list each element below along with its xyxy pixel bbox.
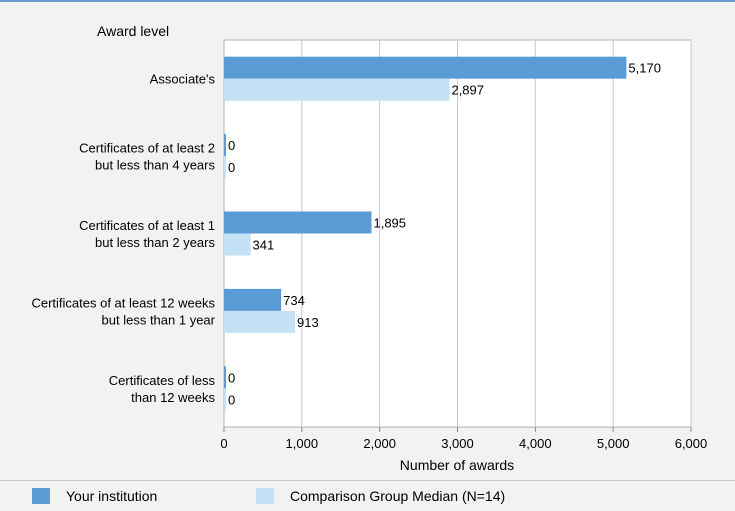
- legend-label-your-institution: Your institution: [66, 488, 158, 504]
- category-label: Certificates of at least 1 but less than …: [79, 218, 215, 250]
- bar: [224, 233, 251, 256]
- data-label: 0: [228, 160, 235, 175]
- top-rule: [0, 0, 735, 2]
- x-tick-label: 4,000: [519, 436, 552, 451]
- category-label-line: but less than 2 years: [95, 235, 215, 250]
- bar: [224, 388, 226, 411]
- legend-swatch-comparison-group: [256, 488, 274, 504]
- category-label: Certificates of at least 2 but less than …: [79, 141, 215, 173]
- category-label-line: but less than 1 year: [102, 312, 216, 327]
- data-label: 913: [297, 315, 319, 330]
- x-tick-label: 5,000: [597, 436, 630, 451]
- category-label-line: but less than 4 years: [95, 158, 215, 173]
- category-label: Certificates of less than 12 weeks: [109, 373, 216, 405]
- legend-swatch-your-institution: [32, 488, 50, 504]
- category-label: Associate's: [150, 72, 216, 87]
- x-axis-title: Number of awards: [400, 457, 514, 473]
- x-tick-label: 3,000: [441, 436, 474, 451]
- x-tick-label: 6,000: [675, 436, 708, 451]
- bar: [224, 310, 296, 333]
- bar: [224, 366, 226, 389]
- data-label: 1,895: [373, 216, 406, 231]
- x-tick-label: 2,000: [363, 436, 396, 451]
- data-label: 734: [283, 293, 305, 308]
- bar: [224, 134, 226, 157]
- legend-item-comparison-group: Comparison Group Median (N=14): [256, 487, 505, 505]
- category-label-line: Certificates of at least 1: [79, 218, 215, 233]
- category-label-line: than 12 weeks: [131, 390, 215, 405]
- data-label: 341: [253, 238, 275, 253]
- legend-label-comparison-group: Comparison Group Median (N=14): [290, 488, 506, 504]
- x-tick-label: 0: [220, 436, 227, 451]
- bar: [224, 56, 627, 79]
- category-label-line: Certificates of at least 12 weeks: [31, 295, 215, 310]
- data-label: 0: [228, 138, 235, 153]
- legend-item-your-institution: Your institution: [32, 487, 157, 505]
- data-label: 0: [228, 392, 235, 407]
- bar: [224, 288, 282, 311]
- x-tick-label: 1,000: [286, 436, 319, 451]
- bar: [224, 211, 372, 234]
- bar: [224, 156, 226, 179]
- category-label-line: Associate's: [150, 72, 216, 87]
- category-label-line: Certificates of less: [109, 373, 216, 388]
- category-axis-title: Award level: [97, 23, 169, 39]
- legend: Your institution Comparison Group Median…: [0, 480, 735, 511]
- chart-container: 5,170 2,897 0 0 1,895 341 734 913 0 0 Associate's…: [0, 2, 735, 480]
- bar-chart: 5,170 2,897 0 0 1,895 341 734 913 0 0 Associate's…: [31, 23, 708, 473]
- category-label: Certificates of at least 12 weeks but les…: [31, 295, 215, 327]
- data-label: 2,897: [451, 83, 484, 98]
- data-label: 0: [228, 370, 235, 385]
- category-label-line: Certificates of at least 2: [79, 141, 215, 156]
- data-label: 5,170: [628, 61, 661, 76]
- bar: [224, 78, 450, 101]
